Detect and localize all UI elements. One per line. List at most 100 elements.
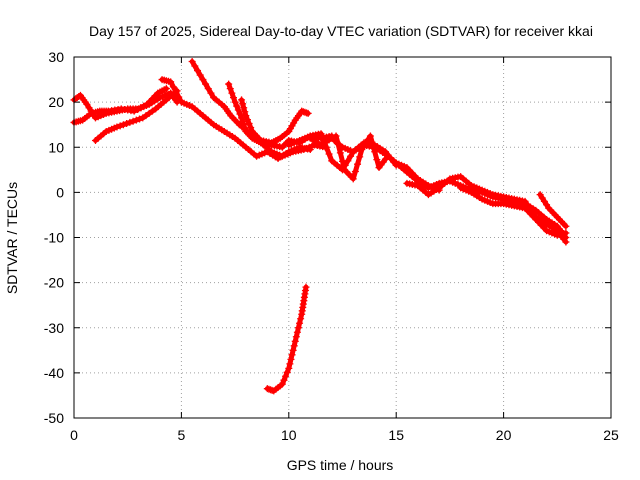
chart-title: Day 157 of 2025, Sidereal Day-to-day VTE… [89,23,593,39]
data-point [238,96,246,104]
data-point [234,106,242,114]
data-point [175,93,183,101]
series-track-14 [536,191,570,230]
data-point [241,108,249,116]
data-point [351,168,359,176]
y-tick-label: 20 [48,94,64,110]
x-tick-label: 20 [496,427,512,443]
data-point [199,76,207,84]
data-point [207,89,215,97]
data-point [304,109,312,117]
data-point [562,222,570,230]
data-point [287,355,295,363]
data-point [292,333,300,341]
x-tick-label: 15 [388,427,404,443]
data-point [126,118,134,126]
data-point [136,115,144,123]
data-point [521,197,529,205]
data-point [233,102,241,110]
series-track-13 [457,184,570,239]
data-series [70,58,570,395]
data-point [296,319,304,327]
data-point [226,85,234,93]
series-track-12 [403,173,570,246]
y-tick-label: 0 [56,184,64,200]
data-point [245,120,253,128]
data-point [123,120,131,128]
data-point [293,328,301,336]
series-track-7 [238,96,312,147]
data-point [325,150,333,158]
x-tick-label: 10 [281,427,297,443]
data-point [286,360,294,368]
data-point [243,116,251,124]
data-point [167,78,175,86]
data-point [113,123,121,131]
data-point [356,153,364,161]
data-point [247,124,255,132]
data-point [366,132,374,140]
data-point [349,175,357,183]
data-point [132,116,140,124]
data-point [204,85,212,93]
data-point [278,380,286,388]
data-point [354,160,362,168]
data-point [291,337,299,345]
data-point [236,110,244,118]
data-point [562,238,570,246]
data-point [562,229,570,237]
y-tick-label: 30 [48,49,64,65]
data-point [194,67,202,75]
data-point [231,98,239,106]
data-point [191,62,199,70]
data-point [129,117,137,125]
data-point [229,94,237,102]
data-point [339,157,346,165]
data-point [116,122,124,130]
x-tick-label: 5 [178,427,186,443]
data-point [119,121,127,129]
data-point [289,346,297,354]
data-point [336,149,344,157]
data-point [225,80,233,88]
y-axis-label: SDTVAR / TECUs [4,182,20,294]
series-track-10 [332,132,392,183]
data-point [283,368,291,376]
data-point [285,364,293,372]
series-track-15 [263,283,310,395]
x-tick-label: 0 [70,427,78,443]
axis-ticks: 0 5 10 15 20 25 -50 -40 -30 -20 -10 0 10 20 30 [44,49,619,443]
data-point [196,71,204,79]
data-point [162,85,170,93]
data-point [373,156,381,164]
data-point [332,132,340,140]
series-track-3 [91,87,181,144]
data-point [228,89,236,97]
data-point [240,104,248,112]
data-point [290,342,298,350]
data-point [294,324,302,332]
data-point [288,351,296,359]
y-tick-label: -50 [44,410,64,426]
data-point [238,114,246,122]
data-point [75,92,83,100]
y-tick-label: 10 [48,139,64,155]
series-line [92,88,180,143]
data-point [172,88,180,96]
data-point [282,372,290,380]
series-track-2 [70,85,170,126]
data-point [280,376,288,384]
data-point [240,121,248,129]
data-point [188,58,196,66]
data-point [202,80,210,88]
data-point [169,83,177,91]
data-point [334,140,342,148]
y-tick-label: -10 [44,230,64,246]
y-tick-label: -20 [44,275,64,291]
data-point [297,315,305,323]
data-point [239,117,247,125]
data-point [241,124,249,132]
x-tick-label: 25 [603,427,619,443]
data-point [302,283,310,291]
